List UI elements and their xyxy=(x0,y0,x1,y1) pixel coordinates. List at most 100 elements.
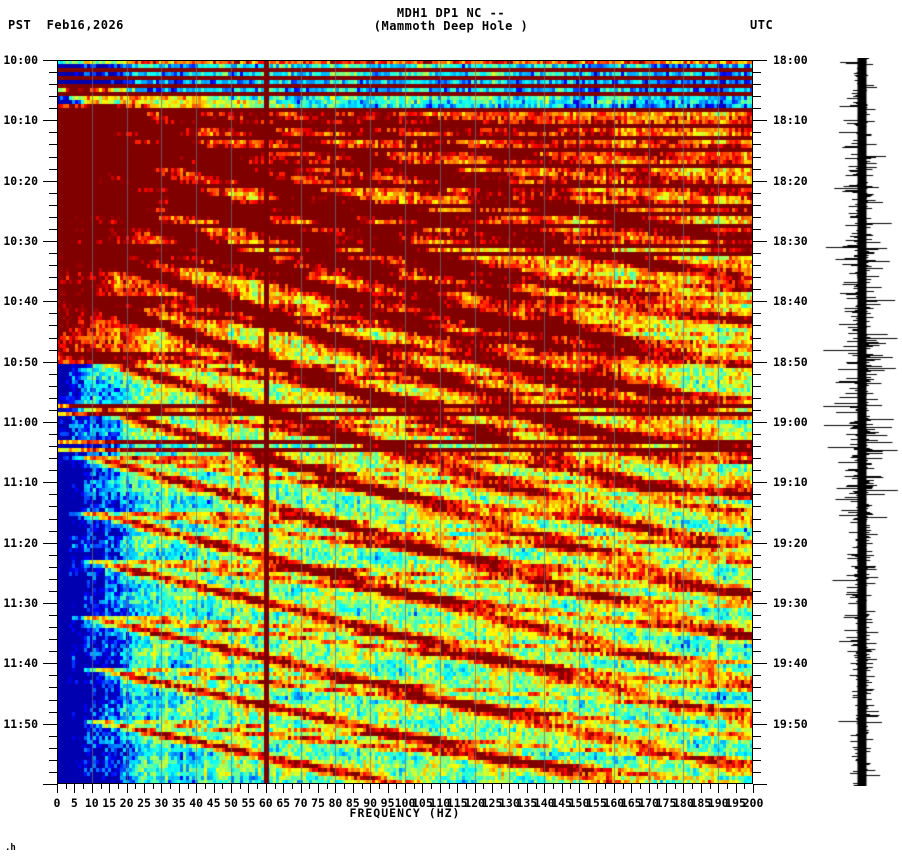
frequency-tick xyxy=(439,784,441,793)
time-label-pst: 11:40 xyxy=(3,656,38,671)
time-tick-left xyxy=(43,120,57,122)
frequency-tick xyxy=(117,784,119,789)
frequency-tick xyxy=(605,784,607,789)
frequency-label: 40 xyxy=(189,796,204,810)
timezone-label-right: UTC xyxy=(750,18,774,32)
frequency-tick xyxy=(344,784,346,789)
amplitude-trace-canvas xyxy=(822,58,902,786)
frequency-tick xyxy=(213,784,215,793)
time-tick-left xyxy=(49,144,57,146)
frequency-tick xyxy=(422,784,424,793)
frequency-tick xyxy=(544,784,546,793)
time-label-utc: 19:10 xyxy=(773,475,808,490)
frequency-tick xyxy=(178,784,180,793)
time-tick-right xyxy=(753,325,761,327)
time-tick-left xyxy=(49,84,57,86)
corner-mark: .h xyxy=(5,843,16,853)
frequency-tick xyxy=(622,784,624,789)
time-tick-left xyxy=(49,590,57,592)
frequency-tick xyxy=(222,784,224,789)
time-label-pst: 11:10 xyxy=(3,475,38,490)
frequency-label: 75 xyxy=(311,796,325,810)
frequency-tick xyxy=(144,784,145,793)
time-tick-left xyxy=(49,156,57,158)
time-tick-right xyxy=(753,494,761,496)
time-label-pst: 10:40 xyxy=(3,294,38,309)
frequency-tick xyxy=(683,784,685,793)
time-tick-right xyxy=(753,747,761,749)
frequency-tick xyxy=(692,784,694,789)
frequency-label: 105 xyxy=(412,796,433,810)
time-tick-right xyxy=(753,216,761,218)
frequency-label: 145 xyxy=(551,796,572,810)
frequency-tick xyxy=(170,784,172,789)
time-tick-right xyxy=(753,289,761,291)
frequency-tick xyxy=(135,784,137,789)
time-tick-right xyxy=(753,72,761,74)
time-label-pst: 10:20 xyxy=(3,173,38,188)
frequency-tick xyxy=(526,784,528,793)
frequency-label: 55 xyxy=(241,796,256,810)
frequency-tick xyxy=(283,784,285,793)
frequency-tick xyxy=(291,784,293,789)
time-label-pst: 11:30 xyxy=(3,596,38,610)
time-tick-left xyxy=(43,784,57,785)
time-tick-left xyxy=(49,747,57,749)
frequency-tick xyxy=(326,784,328,789)
time-tick-left xyxy=(49,397,57,399)
time-label-pst: 11:20 xyxy=(3,535,38,550)
frequency-tick xyxy=(413,784,415,789)
time-tick-left xyxy=(49,385,57,387)
time-tick-left xyxy=(43,723,57,725)
spectrogram-canvas xyxy=(57,60,753,784)
time-tick-right xyxy=(753,361,767,363)
time-tick-right xyxy=(753,277,761,279)
time-tick-right xyxy=(753,482,767,484)
frequency-tick xyxy=(666,784,667,793)
frequency-tick xyxy=(579,784,580,793)
frequency-tick xyxy=(587,784,589,789)
frequency-tick xyxy=(196,784,198,793)
frequency-label: 185 xyxy=(690,796,712,810)
frequency-label: 5 xyxy=(70,796,78,810)
time-tick-right xyxy=(753,699,761,701)
time-tick-right xyxy=(753,265,761,267)
time-tick-left xyxy=(43,301,57,303)
frequency-tick xyxy=(161,784,163,793)
time-label-pst: 11:00 xyxy=(3,415,38,429)
frequency-tick xyxy=(378,784,380,789)
station-title-line1: MDH1 DP1 NC -- xyxy=(396,6,506,20)
time-tick-right xyxy=(753,132,761,134)
frequency-label: 160 xyxy=(603,796,625,810)
time-tick-left xyxy=(49,192,57,194)
time-tick-left xyxy=(49,96,57,98)
time-tick-left xyxy=(49,349,57,351)
time-tick-left xyxy=(49,759,57,761)
frequency-label: 25 xyxy=(137,796,151,810)
frequency-label: 200 xyxy=(742,796,764,810)
time-tick-right xyxy=(753,639,761,641)
time-tick-left xyxy=(43,603,57,604)
time-tick-right xyxy=(753,120,767,122)
time-label-utc: 18:10 xyxy=(773,113,808,128)
time-tick-left xyxy=(49,615,57,617)
time-label-utc: 18:00 xyxy=(773,53,808,67)
time-tick-left xyxy=(49,409,57,411)
frequency-label: 100 xyxy=(394,796,416,810)
frequency-tick xyxy=(639,784,641,789)
time-tick-left xyxy=(43,663,57,665)
frequency-label: 115 xyxy=(446,796,468,810)
time-tick-left xyxy=(49,470,57,472)
time-label-utc: 19:00 xyxy=(773,415,808,429)
time-tick-right xyxy=(753,96,761,98)
time-tick-left xyxy=(49,446,57,448)
time-tick-left xyxy=(49,337,57,339)
time-tick-right xyxy=(753,385,761,387)
amplitude-trace-panel xyxy=(822,58,902,786)
time-tick-left xyxy=(49,735,57,737)
frequency-label: 155 xyxy=(586,796,607,810)
time-tick-right xyxy=(753,663,767,665)
frequency-label: 65 xyxy=(276,796,291,810)
frequency-tick xyxy=(100,784,102,789)
time-tick-right xyxy=(753,723,767,725)
